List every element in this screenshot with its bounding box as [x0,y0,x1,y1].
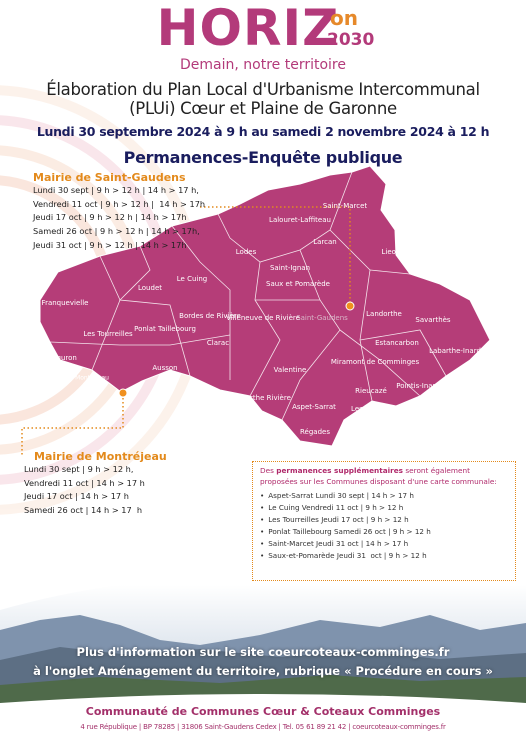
commune-label: Rieucazé [355,387,387,395]
logo-year: 2030 [327,30,375,50]
commune-label: Franquevielle [42,299,89,307]
commune-label: Lalouret-Laffiteau [269,216,331,224]
title-line: Élaboration du Plan Local d'Urbanisme In… [46,80,480,99]
intro-text: seront également proposées sur les Commu… [260,466,497,486]
mairie-title: Mairie de Saint-Gaudens [33,171,186,184]
schedule-line: Jeudi 17 oct | 14 h > 17 h [24,491,129,502]
schedule: Lundi 30 sept | 9 h > 12 h, Vendredi 11 o… [24,463,167,518]
territory [39,165,491,447]
commune-label: Villeneuve de Rivière [226,314,300,322]
tagline: Demain, notre territoire [180,57,346,73]
commune-label: Saint-Marcet [323,202,368,210]
schedule-line: Lundi 30 sept | 9 h > 12 h | 14 h > 17 h… [33,185,199,195]
commune-label: Labarthe Rivière [233,394,291,402]
logo-superscript: on [330,6,358,30]
commune-label: Estancarbon [375,339,419,347]
extra-permanences: Des permanences supplémentaires seront é… [252,461,516,581]
schedule-line: Jeudi 17 oct | 9 h > 12 h | 14 h > 17h [33,212,187,223]
commune-borders [49,171,447,421]
schedule-line: Samedi 26 oct | 9 h > 12 h | 14 h > 17h, [33,226,200,237]
commune-label: Pointis-Inard [396,382,440,390]
extra-item: Les Tourreilles Jeudi 17 oct | 9 h > 12 … [260,514,508,526]
commune-label: Régades [300,428,330,436]
commune-label: Saint-Ignan [270,264,310,272]
commune-label: Ponlat Taillebourg [134,325,196,333]
commune-label: Clarac [207,339,229,347]
info-line: à l'onglet Aménagement du territoire, ru… [33,664,493,678]
schedule-line: Jeudi 31 oct | 9 h > 12 h | 14 h > 17h [33,239,187,250]
schedule: Lundi 30 sept | 9 h > 12 h | 14 h > 17 h… [33,184,205,253]
extra-item: Saint-Marcet Jeudi 31 oct | 14 h > 17 h [260,538,508,550]
commune-label: Le Cuing [177,275,207,283]
commune-label: Landorthe [366,310,402,318]
commune-label: Lieoux [381,248,404,256]
commune-label: Larcan [313,238,337,246]
commune-label: Labarthe-Inard [429,347,481,355]
commune-label: Loudet [138,284,162,292]
commune-label: Saux et Pomarède [266,280,330,288]
leader-line [21,394,124,455]
intro-bold: permanences supplémentaires [276,466,404,475]
commune-label: Aspet-Sarrat [292,403,336,411]
landscape-photo [0,585,526,744]
schedule-line: Samedi 26 oct | 14 h > 17 h [24,505,143,516]
organization: Communauté de Communes Cœur & Coteaux Co… [85,705,441,718]
dates: Lundi 30 septembre 2024 à 9 h au samedi … [36,124,490,139]
commune-label: Lodes [236,248,257,256]
extra-item: Aspet-Sarrat Lundi 30 sept | 14 h > 17 h [260,490,508,502]
extra-list: Aspet-Sarrat Lundi 30 sept | 14 h > 17 h… [260,490,508,562]
map: Saint-Marcet Lalouret-Laffiteau Larcan Lode… [21,165,491,455]
saint-gaudens-block: Mairie de Saint-Gaudens Lundi 30 sept | … [33,171,205,253]
intro-text: Des [260,466,277,475]
info-line: Plus d'information sur le site coeurcote… [76,645,450,659]
commune-label: Ausson [152,364,177,372]
extra-item: Ponlat Taillebourg Samedi 26 oct | 9 h >… [260,526,508,538]
commune-label: Les Tourreilles [83,330,133,338]
title-line: (PLUi) Cœur et Plaine de Garonne [129,99,397,118]
montrejeau-block: Mairie de Montréjeau Lundi 30 sept | 9 h… [24,450,167,518]
logo-word: HORIZ [156,0,340,57]
mairie-title: Mairie de Montréjeau [34,450,167,463]
commune-label: Montréjeau [75,375,109,382]
schedule-line: Vendredi 11 oct | 9 h > 12 h | 14 h > 17… [33,198,206,209]
commune-label: Savarthès [415,316,451,324]
extra-item: Le Cuing Vendredi 11 oct | 9 h > 12 h [260,502,508,514]
location-dot [345,301,355,311]
extra-item: Saux-et-Pomarède Jeudi 31 oct | 9 h > 12… [260,550,508,562]
location-dot [118,388,128,398]
commune-label: Cuguron [47,354,77,362]
schedule-line: Vendredi 11 oct | 14 h > 17 h [24,477,145,488]
commune-label: Valentine [274,366,307,374]
commune-label: Lespiteau [351,405,385,413]
address: 4 rue République | BP 78285 | 31806 Sain… [80,723,446,731]
commune-label: Saint-Gaudens [296,314,348,322]
schedule-line: Lundi 30 sept | 9 h > 12 h, [24,464,134,474]
subtitle: Permanences-Enquête publique [123,148,403,167]
commune-label: Bordes de Rivière [179,312,241,320]
commune-label: Miramont de Comminges [331,358,420,366]
